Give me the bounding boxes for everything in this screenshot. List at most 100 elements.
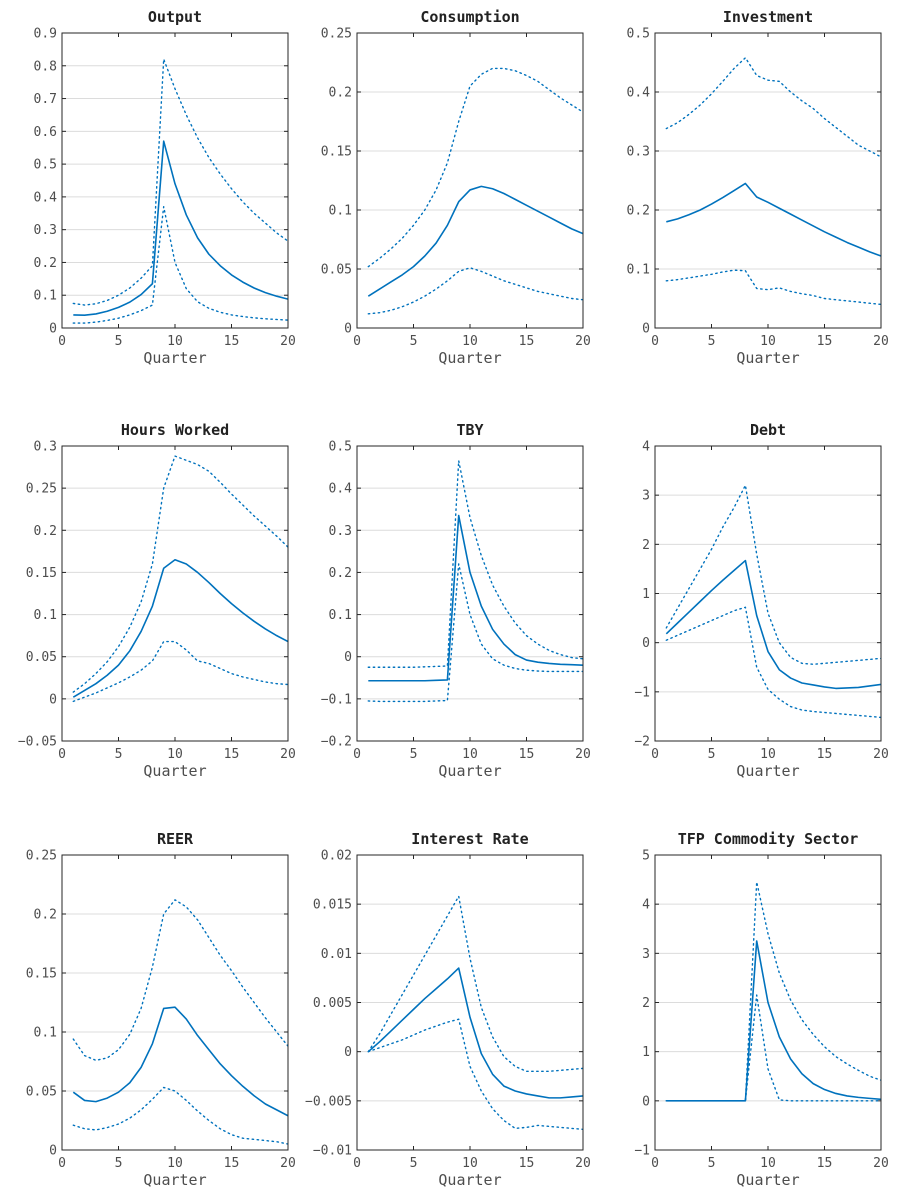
panel-tby: TBY −0.2 −0.1 0 0.1 0.2 0.3 0.4 0.5 0 5 10 15 20 Quart… — [321, 421, 591, 780]
panel-output: Output 0 0.1 0.2 0.3 0.4 0.5 0.6 0.7 0.8 0.9 0 5 10 15… — [34, 8, 296, 367]
panel-interest-rate-ytick-label: 0.015 — [313, 898, 352, 913]
panel-tby-xtick-label: 20 — [575, 747, 591, 762]
panel-tfp-commodity-sector-xtick-label: 20 — [873, 1156, 889, 1171]
panel-output-ytick-label: 0 — [49, 322, 57, 337]
panel-output-ytick-label: 0.5 — [34, 158, 57, 173]
panel-tby-band-line-2 — [367, 563, 583, 703]
panel-reer-ytick-label: 0.15 — [26, 967, 57, 982]
panel-investment-median-line — [666, 182, 881, 257]
panel-output-ytick-label: 0.4 — [34, 190, 58, 205]
panel-interest-rate-xtick-label: 15 — [519, 1156, 535, 1171]
panel-interest-rate-xtick-label: 10 — [462, 1156, 478, 1171]
panel-hours-worked: Hours Worked−0.0500.050.10.150.20.250.30… — [18, 421, 296, 780]
panel-output-xlabel: Quarter — [143, 349, 206, 367]
panel-consumption-xtick-label: 0 — [353, 334, 361, 349]
panel-consumption-ytick-label: 0.05 — [321, 263, 352, 278]
panel-reer-xlabel: Quarter — [143, 1171, 206, 1189]
panel-consumption-median-line — [367, 185, 583, 297]
panel-interest-rate-band-line-1 — [367, 895, 583, 1073]
panel-tfp-commodity-sector-ytick-label: 1 — [642, 1045, 650, 1060]
panel-consumption-xtick-label: 15 — [519, 334, 535, 349]
panel-tby-ytick-label: 0.2 — [329, 566, 352, 581]
panel-investment-ytick-label: 0.5 — [627, 27, 650, 42]
panel-reer-xtick-label: 20 — [280, 1156, 296, 1171]
panel-consumption: Consumption 0 0.05 0.1 0.15 0.2 0.25 0 5 10 15 20 Qu… — [321, 8, 591, 367]
panel-tfp-commodity-sector-ytick-label: 3 — [642, 947, 650, 962]
panel-debt-ytick-label: 3 — [642, 489, 650, 504]
panel-output-xtick-label: 10 — [167, 334, 183, 349]
panel-debt-xtick-label: 5 — [708, 747, 716, 762]
panel-hours-worked-axes-frame — [61, 445, 289, 742]
panel-tby-title: TBY — [456, 421, 483, 439]
panel-tfp-commodity-sector-band-line-2 — [665, 994, 881, 1102]
panel-hours-worked-band-line-1 — [72, 455, 288, 693]
panel-output-ytick-label: 0.3 — [34, 223, 57, 238]
panel-tfp-commodity-sector-title: TFP Commodity Sector — [678, 830, 859, 848]
panel-debt-xtick-label: 10 — [760, 747, 776, 762]
panel-output-title: Output — [148, 8, 202, 26]
panel-interest-rate-median-line — [367, 967, 583, 1099]
panel-output-band-line-1 — [72, 58, 288, 306]
panel-consumption-band-line-1 — [367, 67, 583, 268]
panel-consumption-ytick-label: 0.2 — [329, 86, 352, 101]
panel-reer-ytick-label: 0.05 — [26, 1085, 57, 1100]
panel-hours-worked-band-line-2 — [72, 640, 288, 703]
panel-reer-xtick-label: 0 — [58, 1156, 66, 1171]
panel-reer-title: REER — [157, 830, 194, 848]
panel-reer-band-line-1 — [72, 899, 288, 1062]
panel-output-xtick-label: 5 — [115, 334, 123, 349]
panel-output-ytick-label: 0.9 — [34, 27, 57, 42]
panel-tfp-commodity-sector-xtick-label: 15 — [817, 1156, 833, 1171]
panel-investment-xtick-label: 0 — [651, 334, 659, 349]
panel-investment-ytick-label: 0.1 — [627, 263, 650, 278]
panel-reer-xtick-label: 15 — [224, 1156, 240, 1171]
panel-interest-rate: Interest Rate −0.01 −0.005 0 0.005 0.01 0.015 0… — [305, 830, 591, 1189]
panel-hours-worked-ytick-label: 0.1 — [34, 608, 57, 623]
panel-hours-worked-ytick-label: 0.05 — [26, 650, 57, 665]
panel-hours-worked-title: Hours Worked — [121, 421, 229, 439]
panel-consumption-ytick-label: 0.25 — [321, 27, 352, 42]
panel-tby-band-line-1 — [367, 460, 583, 668]
panel-investment: Investment 0 0.1 0.2 0.3 0.4 0.5 0 5 10 15 20 Quarte… — [627, 8, 889, 367]
panel-investment-band-line-2 — [665, 269, 881, 306]
panel-tby-ytick-label: 0.4 — [329, 482, 353, 497]
panel-consumption-ytick-label: 0.1 — [329, 204, 352, 219]
panel-output-xtick-label: 20 — [280, 334, 296, 349]
panel-reer-band-line-2 — [72, 1086, 288, 1145]
panel-hours-worked-ytick-label: 0.3 — [34, 440, 57, 455]
panel-tby-ytick-label: 0 — [344, 650, 352, 665]
panel-tby-xtick-label: 5 — [410, 747, 418, 762]
panel-investment-title: Investment — [723, 8, 813, 26]
panel-debt-ytick-label: 0 — [642, 636, 650, 651]
panel-output-axes-frame — [61, 32, 289, 329]
panel-consumption-xlabel: Quarter — [438, 349, 501, 367]
panel-tfp-commodity-sector-band-line-1 — [665, 881, 881, 1102]
panel-hours-worked-xtick-label: 5 — [115, 747, 123, 762]
panel-hours-worked-ytick-label: 0.15 — [26, 566, 57, 581]
panel-tby-ytick-label: 0.1 — [329, 608, 352, 623]
panel-debt-title: Debt — [750, 421, 786, 439]
panel-hours-worked-xtick-label: 15 — [224, 747, 240, 762]
panel-tfp-commodity-sector-median-line — [666, 940, 881, 1102]
panel-interest-rate-xtick-label: 20 — [575, 1156, 591, 1171]
panel-tfp-commodity-sector-ytick-label: 4 — [642, 898, 650, 913]
panel-output-ytick-label: 0.1 — [34, 289, 57, 304]
panel-tby-xlabel: Quarter — [438, 762, 501, 780]
panel-hours-worked-ytick-label: 0.25 — [26, 482, 57, 497]
panel-consumption-ytick-label: 0.15 — [321, 145, 352, 160]
panel-debt-ytick-label: 2 — [642, 538, 650, 553]
panel-hours-worked-xlabel: Quarter — [143, 762, 206, 780]
panel-output-median-line — [73, 140, 288, 317]
panel-tfp-commodity-sector-ytick-label: 5 — [642, 849, 650, 864]
panel-debt-axes-frame — [654, 445, 882, 742]
panel-investment-xtick-label: 10 — [760, 334, 776, 349]
panel-investment-ytick-label: 0 — [642, 322, 650, 337]
panel-consumption-xtick-label: 20 — [575, 334, 591, 349]
panel-reer-xtick-label: 10 — [167, 1156, 183, 1171]
panel-debt-band-line-1 — [665, 484, 881, 665]
panel-investment-ytick-label: 0.4 — [627, 86, 651, 101]
panel-debt-xtick-label: 0 — [651, 747, 659, 762]
panel-output-xtick-label: 15 — [224, 334, 240, 349]
panel-hours-worked-ytick-label: −0.05 — [18, 735, 57, 750]
